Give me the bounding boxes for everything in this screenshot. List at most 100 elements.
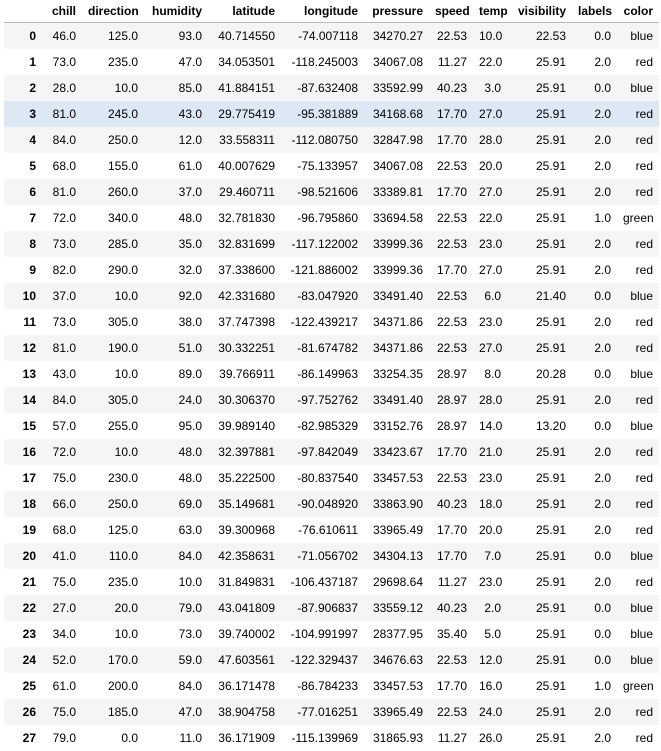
table-row[interactable]: 25 61.0 200.0 84.0 36.171478 -86.784233 33457.… bbox=[4, 672, 659, 699]
cell-pressure: 33254.35 bbox=[372, 366, 423, 381]
cell-chill: 41.0 bbox=[52, 548, 76, 563]
cell-humidity: 12.0 bbox=[178, 132, 202, 147]
table-row[interactable]: 27 79.0 0.0 11.0 36.171909 -115.139969 31865.9… bbox=[4, 724, 659, 751]
cell-temp: 20.0 bbox=[479, 522, 503, 537]
cell-color: red bbox=[635, 184, 653, 199]
table-row[interactable]: 19 68.0 125.0 63.0 39.300968 -76.610611 33965.… bbox=[4, 516, 659, 543]
table-row[interactable]: 18 66.0 250.0 69.0 35.149681 -90.048920 33863.… bbox=[4, 490, 659, 517]
cell-chill: 73.0 bbox=[52, 236, 76, 251]
cell-color: red bbox=[635, 470, 653, 485]
table-row[interactable]: 6 81.0 260.0 37.0 29.460711 -98.521606 33389.8… bbox=[4, 178, 659, 205]
table-row[interactable]: 14 84.0 305.0 24.0 30.306370 -97.752762 33491.… bbox=[4, 386, 659, 413]
cell-longitude: -83.047920 bbox=[297, 288, 358, 303]
table-row[interactable]: 20 41.0 110.0 84.0 42.358631 -71.056702 34304.… bbox=[4, 542, 659, 569]
table-row[interactable]: 11 73.0 305.0 38.0 37.747398 -122.439217 34371… bbox=[4, 308, 659, 335]
cell-visibility: 25.91 bbox=[535, 678, 566, 693]
row-index: 5 bbox=[29, 158, 36, 173]
cell-chill: 73.0 bbox=[52, 314, 76, 329]
table-row[interactable]: 15 57.0 255.0 95.0 39.989140 -82.985329 33152.… bbox=[4, 412, 659, 439]
table-row[interactable]: 26 75.0 185.0 47.0 38.904758 -77.016251 33965.… bbox=[4, 698, 659, 725]
cell-temp: 10.0 bbox=[479, 28, 503, 43]
cell-latitude: 41.884151 bbox=[218, 80, 275, 95]
row-index: 6 bbox=[29, 184, 36, 199]
table-row[interactable]: 2 28.0 10.0 85.0 41.884151 -87.632408 33592.99… bbox=[4, 74, 659, 101]
cell-chill: 84.0 bbox=[52, 392, 76, 407]
cell-labels: 0.0 bbox=[594, 600, 611, 615]
table-row[interactable]: 12 81.0 190.0 51.0 30.332251 -81.674782 34371.… bbox=[4, 334, 659, 361]
cell-pressure: 33999.36 bbox=[372, 262, 423, 277]
cell-latitude: 47.603561 bbox=[218, 652, 275, 667]
cell-color: red bbox=[635, 314, 653, 329]
table-row[interactable]: 17 75.0 230.0 48.0 35.222500 -80.837540 33457.… bbox=[4, 464, 659, 491]
cell-humidity: 51.0 bbox=[178, 340, 202, 355]
cell-visibility: 25.91 bbox=[535, 444, 566, 459]
cell-humidity: 48.0 bbox=[178, 444, 202, 459]
table-row[interactable]: 13 43.0 10.0 89.0 39.766911 -86.149963 33254.3… bbox=[4, 360, 659, 387]
table-row[interactable]: 10 37.0 10.0 92.0 42.331680 -83.047920 33491.4… bbox=[4, 282, 659, 309]
cell-direction: 340.0 bbox=[107, 210, 138, 225]
column-header-longitude: longitude bbox=[281, 0, 364, 23]
cell-speed: 40.23 bbox=[436, 496, 467, 511]
cell-color: blue bbox=[630, 548, 653, 563]
cell-chill: 68.0 bbox=[52, 158, 76, 173]
cell-pressure: 33694.58 bbox=[372, 210, 423, 225]
table-row[interactable]: 24 52.0 170.0 59.0 47.603561 -122.329437 34676… bbox=[4, 646, 659, 673]
cell-pressure: 34304.13 bbox=[372, 548, 423, 563]
cell-visibility: 25.91 bbox=[535, 184, 566, 199]
cell-speed: 22.53 bbox=[436, 236, 467, 251]
cell-longitude: -117.122002 bbox=[291, 236, 358, 251]
table-row[interactable]: 0 46.0 125.0 93.0 40.714550 -74.007118 34270.2… bbox=[4, 22, 659, 49]
cell-pressure: 33965.49 bbox=[372, 522, 423, 537]
table-row[interactable]: 16 72.0 10.0 48.0 32.397881 -97.842049 33423.6… bbox=[4, 438, 659, 465]
cell-speed: 17.70 bbox=[436, 132, 467, 147]
table-row[interactable]: 23 34.0 10.0 73.0 39.740002 -104.991997 28377.… bbox=[4, 620, 659, 647]
table-row[interactable]: 9 82.0 290.0 32.0 37.338600 -121.886002 33999.… bbox=[4, 256, 659, 283]
column-header-labels: labels bbox=[572, 0, 617, 23]
row-index: 15 bbox=[22, 418, 36, 433]
cell-chill: 75.0 bbox=[52, 470, 76, 485]
cell-chill: 68.0 bbox=[52, 522, 76, 537]
table-row[interactable]: 21 75.0 235.0 10.0 31.849831 -106.437187 29698… bbox=[4, 568, 659, 595]
cell-speed: 11.27 bbox=[437, 574, 467, 589]
row-index: 27 bbox=[22, 730, 36, 745]
cell-direction: 10.0 bbox=[114, 80, 138, 95]
cell-longitude: -86.149963 bbox=[297, 366, 358, 381]
cell-latitude: 39.989140 bbox=[218, 418, 275, 433]
table-row[interactable]: 1 73.0 235.0 47.0 34.053501 -118.245003 34067.… bbox=[4, 48, 659, 75]
table-row[interactable]: 7 72.0 340.0 48.0 32.781830 -96.795860 33694.5… bbox=[4, 204, 659, 231]
cell-visibility: 25.91 bbox=[535, 704, 566, 719]
cell-chill: 82.0 bbox=[52, 262, 76, 277]
cell-visibility: 25.91 bbox=[535, 80, 566, 95]
cell-chill: 72.0 bbox=[52, 444, 76, 459]
cell-longitude: -86.784233 bbox=[297, 678, 358, 693]
cell-humidity: 43.0 bbox=[178, 106, 202, 121]
cell-latitude: 37.747398 bbox=[218, 314, 275, 329]
cell-humidity: 69.0 bbox=[178, 496, 202, 511]
cell-direction: 10.0 bbox=[114, 288, 138, 303]
cell-latitude: 32.781830 bbox=[218, 210, 275, 225]
cell-labels: 2.0 bbox=[594, 444, 611, 459]
column-header-pressure: pressure bbox=[364, 0, 429, 23]
cell-visibility: 20.28 bbox=[535, 366, 566, 381]
cell-speed: 22.53 bbox=[436, 210, 467, 225]
cell-visibility: 25.91 bbox=[535, 132, 566, 147]
row-index: 4 bbox=[29, 132, 36, 147]
cell-color: red bbox=[635, 574, 653, 589]
table-header: chill direction humidity latitude longitude p… bbox=[4, 0, 659, 23]
cell-latitude: 30.306370 bbox=[218, 392, 275, 407]
cell-longitude: -122.439217 bbox=[290, 314, 358, 329]
cell-humidity: 73.0 bbox=[178, 626, 202, 641]
cell-temp: 6.0 bbox=[484, 288, 501, 303]
cell-latitude: 36.171478 bbox=[218, 678, 275, 693]
cell-speed: 22.53 bbox=[436, 652, 467, 667]
cell-visibility: 25.91 bbox=[535, 106, 566, 121]
row-index: 17 bbox=[22, 470, 36, 485]
cell-visibility: 13.20 bbox=[535, 418, 566, 433]
table-row[interactable]: 5 68.0 155.0 61.0 40.007629 -75.133957 34067.0… bbox=[4, 152, 659, 179]
table-row[interactable]: 4 84.0 250.0 12.0 33.558311 -112.080750 32847.… bbox=[4, 126, 659, 153]
cell-longitude: -80.837540 bbox=[297, 470, 358, 485]
table-row[interactable]: 3 81.0 245.0 43.0 29.775419 -95.381889 34168.6… bbox=[4, 100, 659, 127]
cell-speed: 11.27 bbox=[437, 54, 467, 69]
table-row[interactable]: 22 27.0 20.0 79.0 43.041809 -87.906837 33559.1… bbox=[4, 594, 659, 621]
table-row[interactable]: 8 73.0 285.0 35.0 32.831699 -117.122002 33999.… bbox=[4, 230, 659, 257]
